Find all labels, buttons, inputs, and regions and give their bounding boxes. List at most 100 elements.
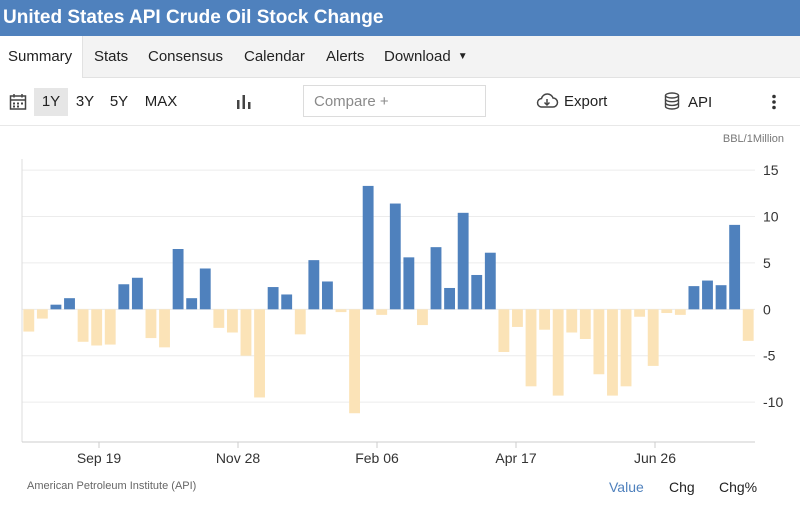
export-button[interactable]: Export	[535, 92, 607, 110]
chart-bar[interactable]	[444, 287, 456, 310]
chart-bar[interactable]	[702, 280, 713, 310]
chart-bar[interactable]	[620, 309, 632, 387]
chart-bar[interactable]	[742, 309, 754, 341]
y-tick-label: -5	[763, 348, 776, 364]
grid-lines	[22, 169, 755, 403]
chart-bar[interactable]	[552, 309, 564, 396]
chart-bar[interactable]	[484, 252, 496, 310]
mode-value-button[interactable]: Value	[609, 479, 644, 495]
page-title: United States API Crude Oil Stock Change	[0, 0, 800, 36]
y-tick-label: 0	[763, 301, 771, 317]
chart-bar[interactable]	[50, 304, 62, 310]
bar-chart: 15 10 5 0 -5 -10 Sep 19 Nov 28 Feb 06 Apr 17 Jun 2…	[21, 159, 783, 466]
range-1y-button[interactable]: 1Y	[34, 88, 68, 116]
nav-tabs: Summary Stats Consensus Calendar Alerts …	[0, 36, 800, 78]
chart-bar[interactable]	[23, 309, 35, 332]
chart-bar[interactable]	[729, 224, 741, 310]
x-tick-label: Sep 19	[77, 450, 122, 466]
chart-bar[interactable]	[579, 309, 591, 339]
range-max-button[interactable]: MAX	[144, 93, 178, 110]
chart-bar[interactable]	[512, 309, 523, 327]
compare-input[interactable]	[303, 85, 486, 117]
chart-bar[interactable]	[131, 277, 143, 310]
chart-bar[interactable]	[674, 309, 686, 315]
chart-bar[interactable]	[240, 309, 252, 356]
axes: 15 10 5 0 -5 -10 Sep 19 Nov 28 Feb 06 Apr 17 Jun 2…	[21, 159, 783, 466]
x-tick-label: Feb 06	[355, 450, 399, 466]
api-label: API	[688, 94, 713, 111]
x-tick-label: Nov 28	[216, 450, 261, 466]
chart-bar[interactable]	[172, 249, 184, 310]
chevron-down-icon: ▼	[457, 51, 468, 62]
chart-bar[interactable]	[118, 284, 130, 310]
tab-alerts[interactable]: Alerts	[326, 48, 365, 65]
tab-summary[interactable]: Summary	[0, 36, 83, 78]
chart-bar[interactable]	[634, 309, 646, 317]
bars	[23, 185, 754, 414]
range-3y-button[interactable]: 3Y	[75, 93, 95, 110]
chart-bar[interactable]	[145, 309, 157, 339]
chart-bar[interactable]	[36, 309, 48, 319]
chart-bar[interactable]	[539, 309, 551, 330]
database-icon	[664, 92, 680, 110]
chart-bar[interactable]	[593, 309, 605, 375]
chart-bar[interactable]	[417, 309, 428, 326]
chart-bar[interactable]	[498, 309, 510, 352]
chart-bar[interactable]	[308, 260, 320, 310]
chart-bar[interactable]	[389, 203, 401, 310]
y-tick-label: 10	[763, 209, 779, 225]
chart-bar[interactable]	[566, 309, 578, 333]
chart-bar[interactable]	[715, 285, 727, 310]
chart-bar[interactable]	[403, 257, 415, 310]
chart-bar[interactable]	[321, 281, 333, 310]
export-label: Export	[564, 93, 608, 110]
chart-toolbar: 1Y 3Y 5Y MAX Export API	[0, 78, 800, 126]
chart-bar[interactable]	[335, 309, 347, 313]
vertical-dots-icon[interactable]	[771, 94, 777, 110]
chart-bar[interactable]	[349, 309, 360, 414]
chart-area: BBL/1Million 15 10 5 0 -5 -10 Sep 19 Nov 28 Feb …	[0, 126, 800, 476]
range-5y-button[interactable]: 5Y	[109, 93, 129, 110]
mode-chg-button[interactable]: Chg	[669, 479, 695, 495]
y-tick-label: -10	[763, 394, 783, 410]
calendar-icon[interactable]	[9, 93, 27, 111]
tab-stats[interactable]: Stats	[94, 48, 129, 65]
chart-bar[interactable]	[254, 309, 265, 398]
tab-download[interactable]: Download ▼	[384, 36, 468, 78]
chart-bar[interactable]	[226, 309, 238, 333]
chart-bar[interactable]	[104, 309, 116, 345]
chart-bar[interactable]	[294, 309, 306, 335]
api-button[interactable]: API	[664, 92, 712, 111]
chart-bar[interactable]	[525, 309, 537, 387]
chart-bar[interactable]	[186, 298, 198, 310]
chart-bar[interactable]	[77, 309, 89, 342]
chart-bar[interactable]	[91, 309, 103, 346]
chart-bar[interactable]	[281, 294, 293, 310]
cloud-download-icon	[536, 93, 559, 108]
chart-bar[interactable]	[213, 309, 225, 328]
chart-bar[interactable]	[661, 309, 673, 314]
chart-bar[interactable]	[647, 309, 659, 366]
chart-bar[interactable]	[267, 287, 279, 310]
chart-bar[interactable]	[159, 309, 170, 348]
chart-bar[interactable]	[471, 274, 483, 310]
chart-bar[interactable]	[688, 286, 700, 310]
chart-bar[interactable]	[457, 212, 469, 310]
x-tick-label: Jun 26	[634, 450, 676, 466]
tab-consensus[interactable]: Consensus	[148, 48, 224, 65]
bar-chart-icon[interactable]	[236, 94, 252, 110]
chart-bar[interactable]	[64, 298, 75, 310]
unit-label: BBL/1Million	[722, 133, 784, 145]
tab-download-label: Download	[384, 48, 451, 65]
tab-calendar[interactable]: Calendar	[244, 48, 305, 65]
x-tick-label: Apr 17	[495, 450, 536, 466]
mode-chg-pct-button[interactable]: Chg%	[719, 479, 758, 495]
chart-bar[interactable]	[362, 185, 374, 310]
y-tick-label: 15	[763, 162, 779, 178]
chart-bar[interactable]	[607, 309, 618, 396]
y-tick-label: 5	[763, 255, 771, 271]
chart-bar[interactable]	[199, 268, 211, 310]
chart-bar[interactable]	[376, 309, 388, 315]
source-label: American Petroleum Institute (API)	[27, 480, 197, 492]
chart-bar[interactable]	[430, 247, 442, 310]
